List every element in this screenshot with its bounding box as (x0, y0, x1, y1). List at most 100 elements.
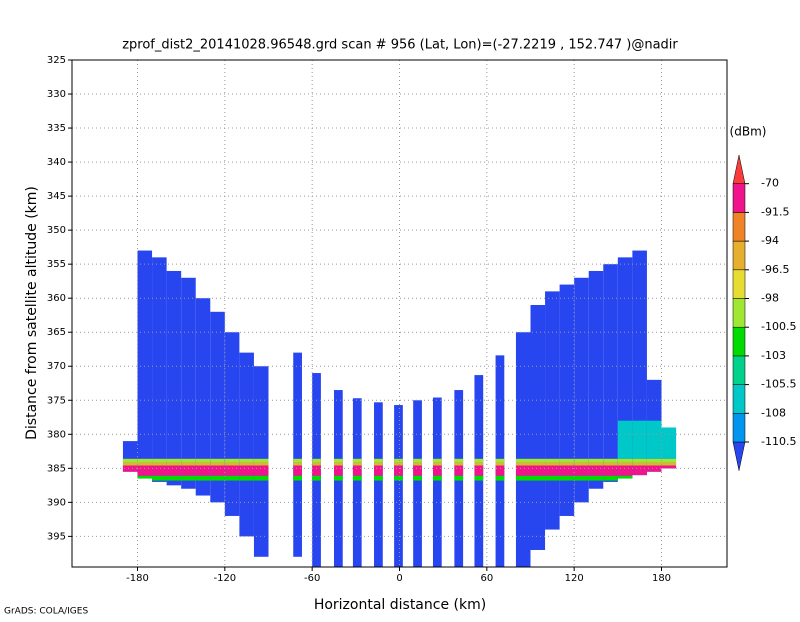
colorbar-tick-label: -70 (761, 177, 779, 190)
echo-layer (195, 465, 211, 476)
echo-layer (122, 465, 138, 472)
echo-layer (122, 458, 138, 463)
echo-layer (239, 475, 254, 481)
echo-layer (239, 462, 254, 466)
echo-layer (432, 475, 442, 481)
swath-column (545, 291, 560, 530)
echo-layer (181, 465, 196, 476)
swath-column (181, 277, 196, 489)
echo-layer (474, 465, 484, 476)
y-tick-label: 360 (47, 293, 66, 304)
echo-layer (394, 465, 403, 476)
echo-layer (617, 462, 633, 466)
echo-layer (603, 462, 618, 466)
echo-layer (152, 475, 167, 481)
swath-column (413, 400, 422, 567)
echo-layer (253, 458, 269, 463)
y-tick-label: 370 (47, 361, 66, 372)
echo-layer (632, 458, 647, 463)
echo-layer (454, 465, 464, 476)
colorbar-tick-label: -91.5 (761, 205, 789, 218)
x-tick-label: -120 (213, 573, 236, 584)
echo-layer (574, 475, 589, 481)
echo-layer (588, 462, 604, 466)
swath-column (515, 332, 531, 567)
swath-column (352, 398, 362, 567)
colorbar-tick-label: -98 (761, 292, 779, 305)
echo-layer (152, 462, 167, 466)
echo-layer (152, 458, 167, 463)
echo-layer (181, 462, 196, 466)
echo-layer (545, 462, 560, 466)
echo-layer (454, 475, 464, 481)
echo-layer (559, 465, 575, 476)
swath-column (603, 264, 618, 482)
credit: GrADS: COLA/IGES (4, 607, 88, 617)
echo-layer (239, 458, 254, 463)
swath-column (574, 277, 589, 503)
echo-layer (394, 462, 403, 466)
echo-layer (374, 475, 383, 481)
echo-layer (545, 475, 560, 481)
echo-layer (661, 458, 677, 463)
echo-layer (530, 458, 546, 463)
echo-layer (603, 458, 618, 463)
echo-layer (474, 462, 484, 466)
colorbar-segment (732, 413, 746, 443)
echo-layer (166, 458, 182, 463)
echo-layer (661, 427, 677, 459)
y-tick-label: 380 (47, 429, 66, 440)
swath-column (374, 402, 383, 567)
echo-layer (646, 420, 662, 459)
echo-layer (530, 475, 546, 481)
swath-column (152, 257, 167, 482)
swath-column (195, 298, 211, 496)
echo-layer (588, 475, 604, 481)
echo-layer (646, 462, 662, 466)
echo-layer (181, 475, 196, 481)
echo-layer (617, 420, 633, 459)
swath-column (530, 304, 546, 550)
y-tick-label: 390 (47, 497, 66, 508)
colorbar-segment (732, 384, 746, 414)
colorbar-tick-label: -100.5 (761, 320, 796, 333)
echo-layer (661, 462, 677, 466)
echo-layer (646, 465, 662, 472)
echo-layer (166, 475, 182, 481)
echo-layer (454, 458, 464, 463)
swath-column (137, 250, 153, 479)
colorbar-segment (732, 183, 746, 213)
echo-layer (495, 465, 505, 476)
echo-layer (454, 462, 464, 466)
echo-layer (632, 462, 647, 466)
echo-layer (413, 465, 422, 476)
echo-layer (253, 462, 269, 466)
y-tick-label: 385 (47, 463, 66, 474)
echo-layer (195, 462, 211, 466)
x-tick-label: 180 (652, 573, 671, 584)
echo-layer (559, 475, 575, 481)
echo-layer (603, 475, 618, 481)
echo-layer (661, 465, 677, 469)
echo-layer (224, 475, 240, 481)
echo-layer (617, 458, 633, 463)
echo-layer (352, 465, 362, 476)
echo-layer (374, 458, 383, 463)
swath-column (166, 270, 182, 486)
echo-layer (588, 465, 604, 476)
echo-layer (374, 462, 383, 466)
colorbar-tick-label: -103 (761, 349, 786, 362)
echo-layer (210, 475, 225, 481)
swath-column (559, 284, 575, 516)
echo-layer (559, 458, 575, 463)
y-tick-label: 375 (47, 395, 66, 406)
echo-layer (239, 465, 254, 476)
echo-layer (574, 465, 589, 476)
echo-layer (515, 462, 531, 466)
swath-column (588, 270, 604, 489)
colorbar-tick-label: -110.5 (761, 435, 796, 448)
echo-layer (474, 475, 484, 481)
echo-layer (181, 458, 196, 463)
echo-layer (137, 465, 153, 476)
y-axis-label: Distance from satellite altitude (km) (24, 186, 40, 440)
